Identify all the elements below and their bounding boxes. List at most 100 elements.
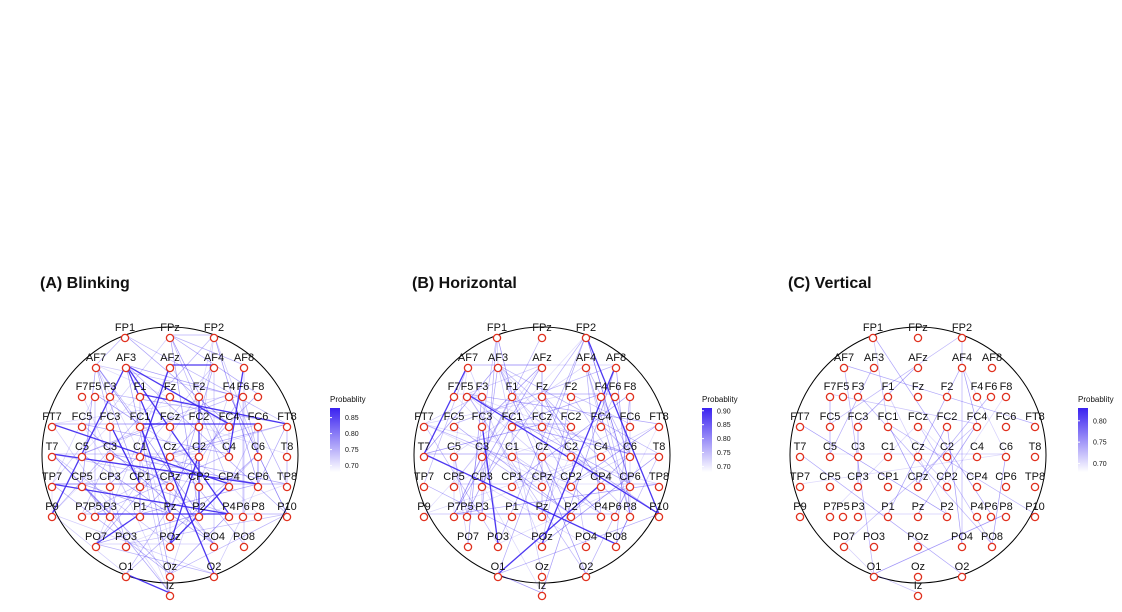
electrode-label: FC3 xyxy=(472,411,493,423)
electrode-fc2 xyxy=(194,422,204,432)
electrode-p4 xyxy=(972,512,982,522)
legend-tick-label: 0.70 xyxy=(717,464,731,471)
electrode-afz xyxy=(537,363,547,373)
connection-edge xyxy=(453,364,469,455)
connection-edge xyxy=(125,364,230,425)
electrode-label: CP5 xyxy=(819,471,840,483)
topomap-vertical: FP1 FPz FP2 AF7 AF3 AFz AF4 AF8 F7 F5 F3 F1 Fz F2 F4 F6… xyxy=(789,322,1114,601)
electrode-label: FC3 xyxy=(100,411,121,423)
electrode-label: CP6 xyxy=(247,471,268,483)
connection-edge xyxy=(51,393,244,425)
legend-tick-label: 0.70 xyxy=(345,463,359,470)
electrode-fp1 xyxy=(120,333,130,343)
electrode-label: T7 xyxy=(46,441,59,453)
electrode-iz xyxy=(165,591,175,601)
topomap-group: FP1 FPz FP2 AF7 AF3 AFz AF4 AF8 F7 F5 F3 F1 Fz F2 F4 F6… xyxy=(41,322,299,601)
electrode-label: P3 xyxy=(103,501,116,513)
electrode-label: T8 xyxy=(1029,441,1042,453)
connection-edge xyxy=(511,453,543,485)
connection-edge xyxy=(213,334,259,455)
electrode-label: FT8 xyxy=(277,411,297,423)
electrode-label: P3 xyxy=(851,501,864,513)
connection-edge xyxy=(917,423,948,485)
electrode-label: C2 xyxy=(192,441,206,453)
connection-edge xyxy=(169,513,230,575)
electrode-label: CP3 xyxy=(471,471,492,483)
connection-edge xyxy=(109,423,141,485)
electrode-label: C3 xyxy=(851,441,865,453)
electrode-label: AF3 xyxy=(864,352,884,364)
electrode-cp4 xyxy=(596,482,606,492)
electrode-fcz xyxy=(165,422,175,432)
legend-tick-label: 0.85 xyxy=(345,415,359,422)
electrode-label: P8 xyxy=(623,501,636,513)
electrode-f2 xyxy=(942,392,952,402)
electrode-cp3 xyxy=(477,482,487,492)
connection-edge xyxy=(257,423,288,485)
electrode-label: O1 xyxy=(867,561,882,573)
electrode-c1 xyxy=(507,452,517,462)
electrode-cp5 xyxy=(825,482,835,492)
connection-edge xyxy=(570,393,631,485)
electrode-pz xyxy=(537,512,547,522)
topomap-group: FP1 FPz FP2 AF7 AF3 AFz AF4 AF8 F7 F5 F3 F1 Fz F2 F4 F6… xyxy=(413,322,671,601)
electrode-label: P10 xyxy=(649,501,669,513)
electrode-label: AF4 xyxy=(952,352,972,364)
electrode-c2 xyxy=(566,452,576,462)
electrode-cz xyxy=(913,452,923,462)
connection-edge xyxy=(228,364,245,455)
connection-edge xyxy=(872,334,889,425)
electrode-c6 xyxy=(625,452,635,462)
electrode-label: C5 xyxy=(447,441,461,453)
connection-edge xyxy=(51,453,259,485)
electrode-af7 xyxy=(463,363,473,373)
connection-edge xyxy=(81,483,171,515)
legend: Probablity 0.80 0.75 0.70 xyxy=(1078,395,1114,472)
electrode-po8 xyxy=(239,542,249,552)
connection-edge xyxy=(843,543,875,575)
electrode-label: POz xyxy=(531,531,552,543)
electrode-label: PO4 xyxy=(203,531,225,543)
connection-edge xyxy=(95,364,230,425)
electrode-label: Oz xyxy=(911,561,925,573)
connection-edge xyxy=(109,453,171,485)
electrode-c5 xyxy=(77,452,87,462)
electrode-label: FC2 xyxy=(189,411,210,423)
electrode-label: P2 xyxy=(192,501,205,513)
edge-group xyxy=(423,334,660,594)
electrode-label: AF3 xyxy=(116,352,136,364)
electrode-f4 xyxy=(596,392,606,402)
electrode-label: FC5 xyxy=(820,411,841,423)
electrode-label: TP8 xyxy=(649,471,669,483)
electrode-o2 xyxy=(957,572,967,582)
connection-edge xyxy=(228,453,259,485)
connection-edge xyxy=(466,393,587,575)
electrode-o2 xyxy=(209,572,219,582)
electrode-label: PO7 xyxy=(85,531,107,543)
electrode-poz xyxy=(537,542,547,552)
connection-edge xyxy=(541,393,572,425)
electrode-f8 xyxy=(625,392,635,402)
connection-edge xyxy=(614,393,631,455)
electrode-label: FCz xyxy=(908,411,928,423)
electrode-f7 xyxy=(77,392,87,402)
electrode-fc5 xyxy=(825,422,835,432)
electrode-label: POz xyxy=(159,531,180,543)
connection-edge xyxy=(423,453,617,545)
connection-edge xyxy=(497,483,602,575)
connection-edge xyxy=(481,364,499,485)
connection-edge xyxy=(585,364,631,515)
connection-edge xyxy=(95,513,200,545)
electrode-f1 xyxy=(883,392,893,402)
electrode-label: FC4 xyxy=(219,411,240,423)
electrode-p6 xyxy=(610,512,620,522)
electrode-label: AF4 xyxy=(576,352,596,364)
electrode-label: F7 xyxy=(76,381,89,393)
connection-edge xyxy=(95,423,200,545)
connection-edge xyxy=(51,513,215,575)
connection-edge xyxy=(423,364,499,455)
electrode-label: CP5 xyxy=(443,471,464,483)
connection-edge xyxy=(95,364,141,485)
electrode-label: FC3 xyxy=(848,411,869,423)
connection-edge xyxy=(496,334,513,395)
